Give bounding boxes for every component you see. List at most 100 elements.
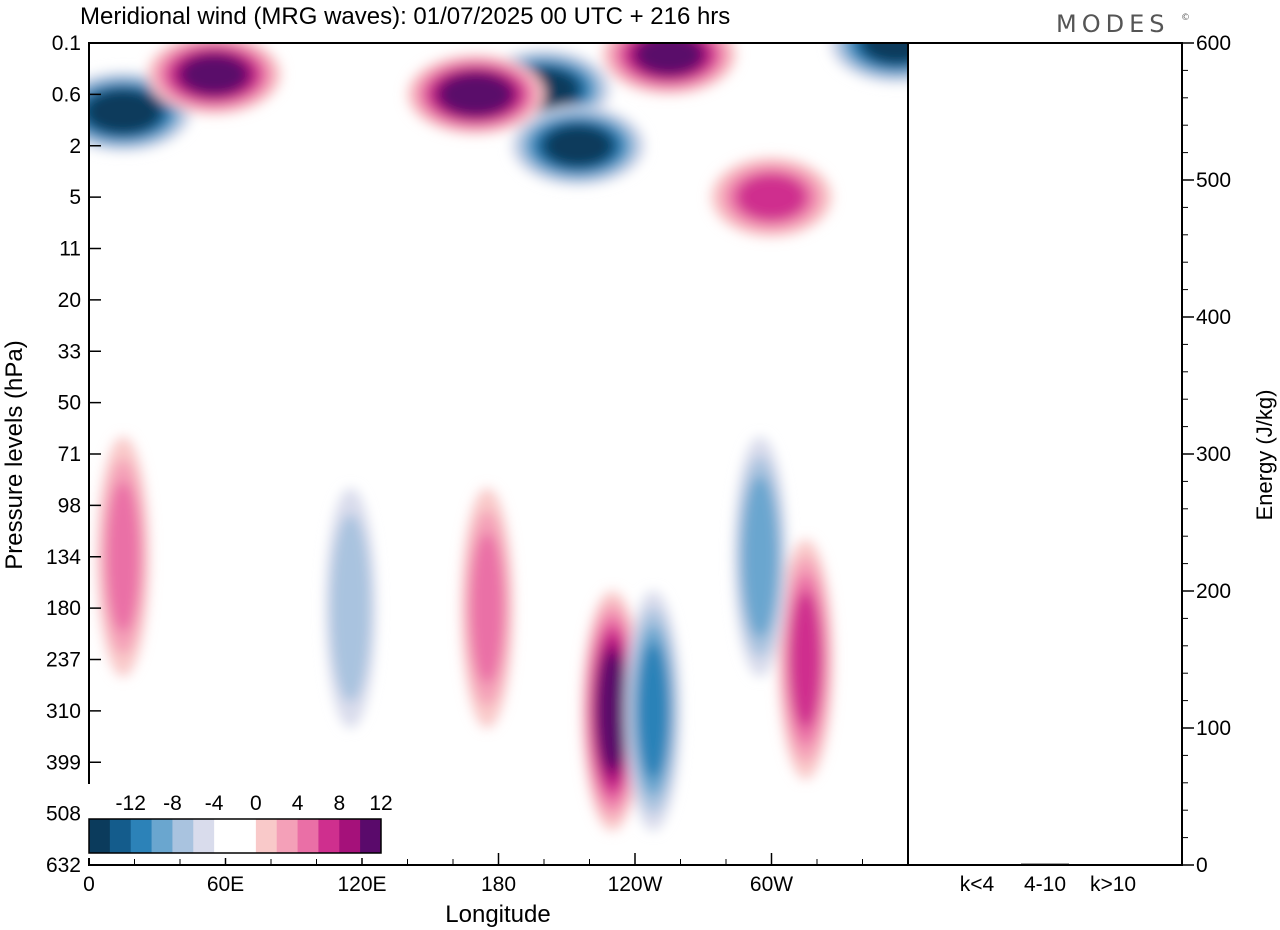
energy-bar (1021, 863, 1069, 865)
y-axis: 0.1 0.6 2 5 11 20 33 50 71 98 134 180 237 310 399 508 63… (46, 32, 101, 877)
x-tick-label: 120E (337, 873, 386, 896)
wind-feature (96, 436, 150, 677)
copyright-mark: © (1181, 13, 1195, 23)
energy-categories: k<4 4-10 k>10 (960, 873, 1136, 896)
colorbar-label: -8 (163, 792, 182, 815)
wind-feature (732, 436, 788, 677)
energy-bars (953, 863, 1137, 866)
energy-bar (1089, 864, 1137, 866)
y-tick-label: 508 (46, 803, 81, 826)
wind-feature (777, 539, 834, 780)
colorbar-label: -12 (116, 792, 146, 815)
energy-bar (953, 864, 1001, 866)
y-tick-label: 180 (46, 597, 81, 620)
wind-feature (581, 590, 644, 831)
colorbar-swatch (318, 819, 340, 853)
colorbar-swatch (172, 819, 194, 853)
colorbar-swatch (193, 819, 215, 853)
y-tick-label: 20 (58, 289, 81, 312)
colorbar-frame (88, 818, 382, 854)
x-tick-label: 60W (750, 873, 793, 896)
energy-category-label: k<4 (960, 873, 995, 896)
energy-tick-label: 200 (1196, 580, 1231, 603)
wind-contour (544, 125, 612, 166)
y-tick-label: 71 (58, 443, 81, 466)
y-tick-label: 5 (69, 186, 81, 209)
colorbar-swatch (235, 819, 257, 853)
x-tick-label: 120W (608, 873, 663, 896)
wind-contour (89, 90, 160, 134)
colorbar-label: 8 (333, 792, 345, 815)
wind-feature (601, 43, 737, 95)
energy-axis-label: Energy (J/kg) (1252, 390, 1277, 521)
colorbar-swatch (130, 819, 153, 853)
wind-feature (146, 43, 282, 115)
y-tick-label: 50 (58, 392, 81, 415)
energy-y-axis: 0 100 200 300 400 500 600 (1182, 32, 1231, 877)
contour-fields (89, 43, 908, 831)
y-tick-label: 134 (46, 546, 81, 569)
y-tick-label: 2 (69, 135, 81, 158)
wind-contour (330, 514, 371, 703)
y-tick-label: 310 (46, 700, 81, 723)
wind-contour (863, 43, 908, 63)
colorbar-label: 12 (369, 792, 392, 815)
energy-category-label: k>10 (1090, 873, 1136, 896)
x-tick-label: 0 (83, 873, 95, 896)
wind-contour (596, 650, 628, 771)
energy-frame (907, 42, 1183, 866)
y-tick-label: 399 (46, 751, 81, 774)
wind-feature (510, 105, 646, 186)
energy-tick-label: 300 (1196, 443, 1231, 466)
wind-contour (180, 54, 248, 95)
colorbar-swatch (276, 819, 299, 853)
wind-feature (406, 54, 545, 135)
energy-tick-label: 0 (1196, 854, 1208, 877)
colorbar-label: 0 (250, 792, 262, 815)
wind-contour (789, 591, 822, 728)
colorbar-swatch (255, 819, 278, 853)
wind-feature (829, 43, 908, 83)
y-tick-label: 98 (58, 494, 81, 517)
energy-panel: 0 100 200 300 400 500 600 k<4 4-10 k>10 Energy (… (907, 32, 1277, 896)
colorbar-swatch (297, 819, 319, 853)
wind-contour (470, 532, 504, 684)
energy-tick-label: 500 (1196, 169, 1231, 192)
colorbar-swatch (151, 819, 173, 853)
colorbar-label: 4 (292, 792, 304, 815)
wind-contour (741, 475, 779, 638)
x-axis-label: Longitude (445, 901, 550, 928)
y-tick-label: 0.6 (52, 83, 81, 106)
colorbar-label: -4 (205, 792, 224, 815)
wind-feature (460, 488, 514, 729)
colorbar-swatch (214, 819, 236, 853)
x-tick-label: 180 (481, 873, 516, 896)
heatmap-panel: 0 60E 120E 180 120W 60W 0.1 0.6 2 5 11 20 33 50 71 98 1… (1, 32, 909, 928)
colorbar-swatch (89, 819, 111, 853)
chart-title: Meridional wind (MRG waves): 01/07/2025 … (80, 3, 730, 30)
energy-tick-label: 600 (1196, 32, 1231, 55)
y-axis-label: Pressure levels (hPa) (1, 340, 28, 569)
y-tick-label: 33 (58, 340, 81, 363)
wind-feature (324, 488, 377, 729)
modes-logo: MODES (1056, 10, 1169, 38)
wind-contour (106, 481, 140, 633)
energy-category-label: 4-10 (1024, 873, 1066, 896)
energy-tick-label: 400 (1196, 306, 1231, 329)
wind-feature (625, 590, 682, 831)
y-tick-label: 632 (46, 854, 81, 877)
energy-tick-label: 100 (1196, 717, 1231, 740)
wind-contour (737, 174, 806, 220)
y-tick-label: 237 (46, 649, 81, 672)
x-axis: 0 60E 120E 180 120W 60W (83, 853, 909, 896)
colorbar-swatch (360, 819, 382, 853)
wind-contour (438, 72, 513, 116)
colorbar-swatch (109, 819, 132, 853)
wind-feature (710, 157, 833, 238)
wind-contour (635, 43, 703, 75)
x-tick-label: 60E (207, 873, 244, 896)
colorbar: -12 -8 -4 0 4 8 12 (84, 784, 393, 858)
wind-contour (637, 642, 669, 779)
y-tick-label: 11 (59, 238, 81, 261)
